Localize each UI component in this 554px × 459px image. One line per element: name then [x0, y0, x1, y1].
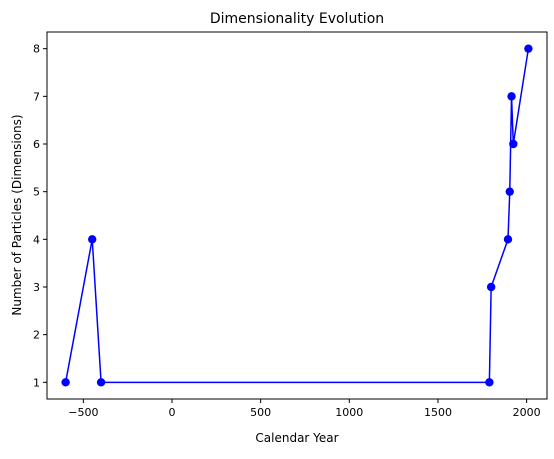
data-point: [88, 235, 96, 243]
x-tick-label: −500: [68, 406, 98, 419]
y-tick-label: 4: [33, 233, 40, 246]
y-tick-label: 3: [33, 281, 40, 294]
data-point: [507, 92, 515, 100]
y-tick-label: 7: [33, 90, 40, 103]
y-axis-label: Number of Particles (Dimensions): [10, 114, 24, 315]
x-tick-label: 1500: [424, 406, 452, 419]
x-tick-label: 2000: [513, 406, 541, 419]
y-tick-label: 1: [33, 376, 40, 389]
data-point: [504, 235, 512, 243]
y-tick-label: 6: [33, 138, 40, 151]
chart-title: Dimensionality Evolution: [210, 11, 384, 27]
data-point: [524, 44, 532, 52]
x-axis-label: Calendar Year: [255, 431, 338, 445]
y-tick-label: 5: [33, 186, 40, 199]
x-tick-label: 1000: [335, 406, 363, 419]
data-point: [61, 378, 69, 386]
data-point: [506, 187, 514, 195]
y-tick-label: 2: [33, 329, 40, 342]
y-tick-label: 8: [33, 43, 40, 56]
data-point: [485, 378, 493, 386]
data-point: [487, 283, 495, 291]
x-tick-label: 0: [169, 406, 176, 419]
data-point: [509, 140, 517, 148]
x-tick-label: 500: [250, 406, 271, 419]
data-point: [97, 378, 105, 386]
